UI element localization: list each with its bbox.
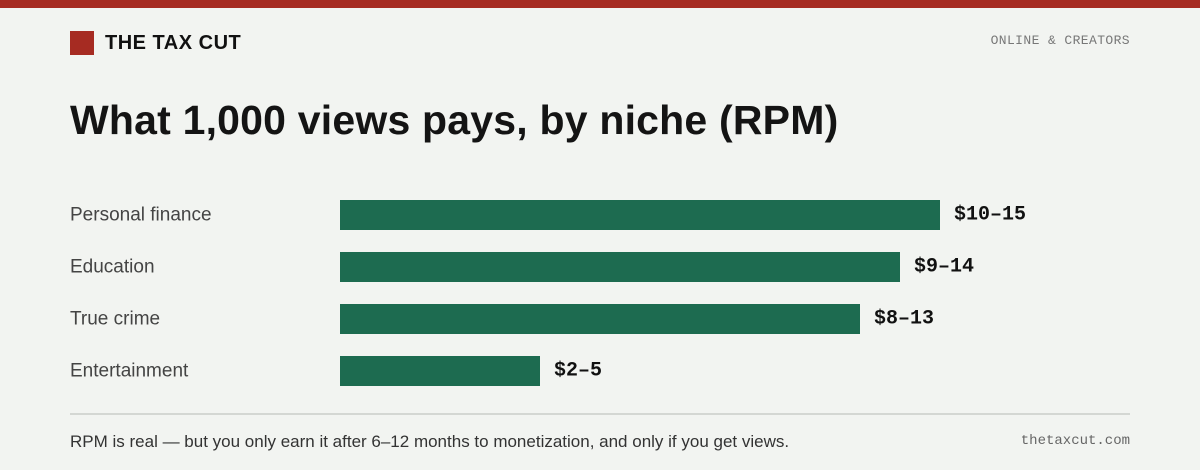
value-label: $9–14 — [914, 256, 974, 279]
brand-header: THE TAX CUT — [70, 30, 241, 56]
value-label: $10–15 — [954, 204, 1026, 227]
brand-name: THE TAX CUT — [105, 31, 242, 54]
top-accent-rule — [0, 0, 1200, 8]
page-title: What 1,000 views pays, by niche (RPM) — [70, 97, 839, 143]
section-tag: ONLINE & CREATORS — [990, 33, 1130, 48]
category-label: Entertainment — [70, 361, 189, 382]
category-label: True crime — [70, 309, 160, 330]
site-url: thetaxcut.com — [1020, 433, 1130, 449]
value-label: $2–5 — [554, 360, 602, 383]
footer-divider — [70, 413, 1130, 415]
bar — [340, 252, 900, 282]
bar — [340, 200, 940, 230]
footnote: RPM is real — but you only earn it after… — [70, 432, 790, 451]
square-logo-icon — [70, 31, 94, 55]
category-label: Education — [70, 257, 155, 278]
value-label: $8–13 — [874, 308, 934, 331]
bar — [340, 356, 540, 386]
category-label: Personal finance — [70, 205, 212, 226]
bar — [340, 304, 860, 334]
